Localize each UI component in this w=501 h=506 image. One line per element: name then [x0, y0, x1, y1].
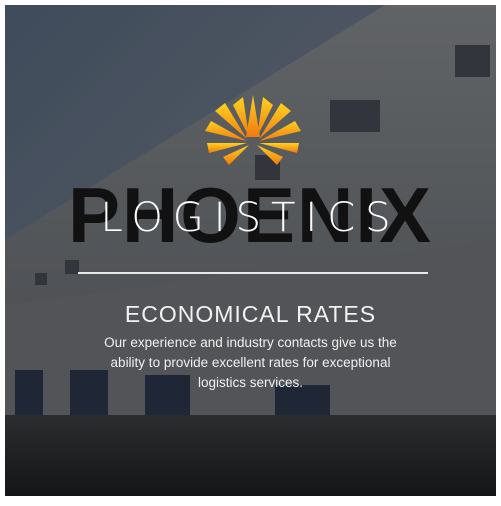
feature-heading: ECONOMICAL RATES [5, 301, 496, 328]
body-line: ability to provide excellent rates for e… [5, 355, 496, 370]
brand-subtitle: LOGISTICS [5, 195, 496, 241]
body-line: logistics services. [5, 375, 496, 390]
divider [78, 272, 428, 274]
promo-card: PHOENIX LOGISTICS ECONOMICAL RATES Our e… [5, 5, 496, 496]
body-line: Our experience and industry contacts giv… [5, 335, 496, 350]
